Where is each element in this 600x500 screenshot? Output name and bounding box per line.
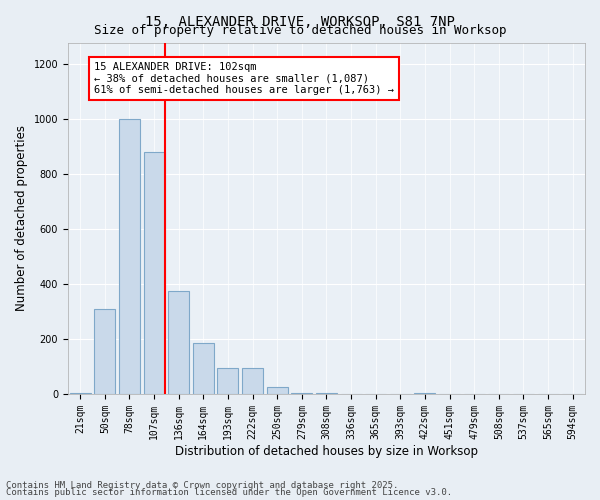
Bar: [70, 392, 91, 394]
Bar: [316, 392, 337, 394]
Text: 15, ALEXANDER DRIVE, WORKSOP, S81 7NP: 15, ALEXANDER DRIVE, WORKSOP, S81 7NP: [145, 15, 455, 29]
Bar: [292, 392, 312, 394]
Text: Contains public sector information licensed under the Open Government Licence v3: Contains public sector information licen…: [6, 488, 452, 497]
Bar: [415, 392, 436, 394]
Bar: [242, 368, 263, 394]
Bar: [119, 120, 140, 394]
Bar: [94, 309, 115, 394]
Text: Size of property relative to detached houses in Worksop: Size of property relative to detached ho…: [94, 24, 506, 37]
Bar: [143, 152, 164, 394]
X-axis label: Distribution of detached houses by size in Worksop: Distribution of detached houses by size …: [175, 444, 478, 458]
Bar: [217, 368, 238, 394]
Text: Contains HM Land Registry data © Crown copyright and database right 2025.: Contains HM Land Registry data © Crown c…: [6, 481, 398, 490]
Bar: [193, 343, 214, 394]
Bar: [168, 291, 189, 394]
Text: 15 ALEXANDER DRIVE: 102sqm
← 38% of detached houses are smaller (1,087)
61% of s: 15 ALEXANDER DRIVE: 102sqm ← 38% of deta…: [94, 62, 394, 95]
Bar: [267, 387, 287, 394]
Y-axis label: Number of detached properties: Number of detached properties: [15, 125, 28, 311]
